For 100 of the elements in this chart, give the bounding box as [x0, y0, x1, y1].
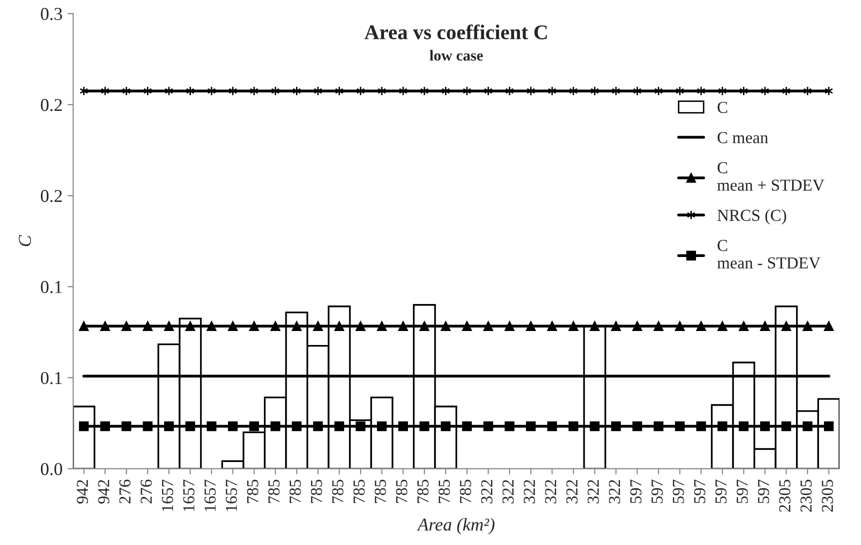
- x-tick-label: 1657: [204, 480, 216, 511]
- point: [590, 321, 600, 331]
- point: [738, 321, 749, 331]
- y-tick-label: 0.1: [40, 280, 62, 294]
- point: [526, 421, 536, 432]
- point: [718, 321, 728, 331]
- point: [100, 321, 110, 331]
- x-tick-label: 785: [460, 480, 472, 504]
- point: [526, 321, 536, 331]
- point: [802, 421, 812, 432]
- x-tick-label: 597: [652, 480, 663, 504]
- point: [718, 421, 728, 432]
- point: [78, 421, 89, 432]
- point: [824, 421, 834, 432]
- point: [504, 321, 514, 331]
- point: [760, 421, 770, 432]
- point: [334, 321, 344, 331]
- x-tick-label: 597: [736, 480, 748, 504]
- point: [781, 421, 792, 432]
- point: [185, 321, 196, 331]
- x-tick-label: 785: [396, 480, 408, 504]
- x-tick-label: 322: [524, 480, 535, 504]
- point: [462, 421, 472, 432]
- point: [440, 321, 451, 331]
- point: [760, 321, 770, 331]
- x-tick-label: 322: [566, 480, 578, 504]
- point: [504, 421, 514, 432]
- y-axis-title: C: [18, 234, 31, 246]
- chart-title: Area vs coefficient C: [364, 24, 547, 40]
- text: low case: [430, 50, 483, 61]
- x-tick-label: 276: [119, 480, 131, 504]
- point: [674, 421, 685, 432]
- point: [206, 421, 216, 432]
- legend-label: C: [718, 102, 728, 114]
- point: [802, 321, 812, 331]
- legend-label: C mean + STDEV: [717, 162, 824, 191]
- x-tick-label: 597: [694, 480, 706, 504]
- point: [632, 421, 642, 432]
- x-tick-label: 597: [630, 480, 642, 504]
- point: [547, 321, 557, 331]
- point: [590, 421, 600, 432]
- point: [228, 321, 238, 331]
- point: [568, 421, 578, 432]
- point: [738, 421, 749, 432]
- point: [462, 321, 472, 331]
- x-tick-label: 785: [374, 480, 386, 504]
- point: [164, 321, 174, 331]
- x-tick-label: 276: [140, 480, 152, 504]
- point: [674, 321, 685, 331]
- point: [164, 421, 174, 432]
- x-tick-label: 942: [98, 480, 110, 504]
- x-tick-label: 785: [290, 480, 301, 504]
- point: [313, 421, 323, 432]
- point: [398, 321, 408, 331]
- y-tick-label: 0.1: [40, 372, 62, 384]
- point: [100, 421, 110, 432]
- point: [122, 421, 132, 432]
- point: [483, 321, 494, 331]
- x-tick-label: 785: [310, 480, 322, 504]
- x-tick-label: 785: [417, 480, 429, 504]
- x-tick-label: 785: [353, 480, 365, 504]
- point: [313, 321, 323, 331]
- point: [440, 421, 451, 432]
- point: [185, 421, 196, 432]
- point: [142, 421, 153, 432]
- y-tick-label: 0.3: [40, 8, 62, 20]
- point: [376, 421, 387, 432]
- point: [292, 421, 302, 432]
- point: [142, 321, 153, 331]
- point: [781, 321, 792, 331]
- x-tick-label: 322: [608, 480, 620, 504]
- x-tick-label: 785: [268, 480, 280, 504]
- x-tick-label: 322: [588, 480, 599, 504]
- x-tick-label: 1657: [162, 480, 174, 511]
- x-tick-label: 2305: [822, 480, 834, 512]
- y-tick-label: 0.0: [40, 462, 62, 476]
- point: [824, 321, 834, 331]
- point: [483, 421, 494, 432]
- point: [611, 421, 621, 432]
- point: [568, 321, 578, 331]
- point: [420, 421, 430, 432]
- point: [270, 321, 280, 331]
- point: [420, 321, 430, 331]
- point: [122, 321, 132, 331]
- x-tick-label: 785: [332, 480, 344, 504]
- point: [632, 321, 642, 331]
- x-tick-label: 322: [502, 480, 514, 504]
- x-tick-label: 942: [76, 480, 88, 504]
- point: [611, 321, 621, 331]
- x-tick-label: 597: [672, 480, 684, 504]
- point: [654, 321, 664, 331]
- x-tick-label: 597: [715, 480, 727, 504]
- point: [249, 321, 259, 331]
- y-tick-label: 0.2: [40, 98, 62, 112]
- point: [696, 321, 706, 331]
- point: [356, 421, 366, 432]
- point: [696, 421, 706, 432]
- point: [376, 321, 387, 331]
- legend-label: NRCS (C): [717, 209, 786, 224]
- x-tick-label: 2305: [800, 480, 812, 512]
